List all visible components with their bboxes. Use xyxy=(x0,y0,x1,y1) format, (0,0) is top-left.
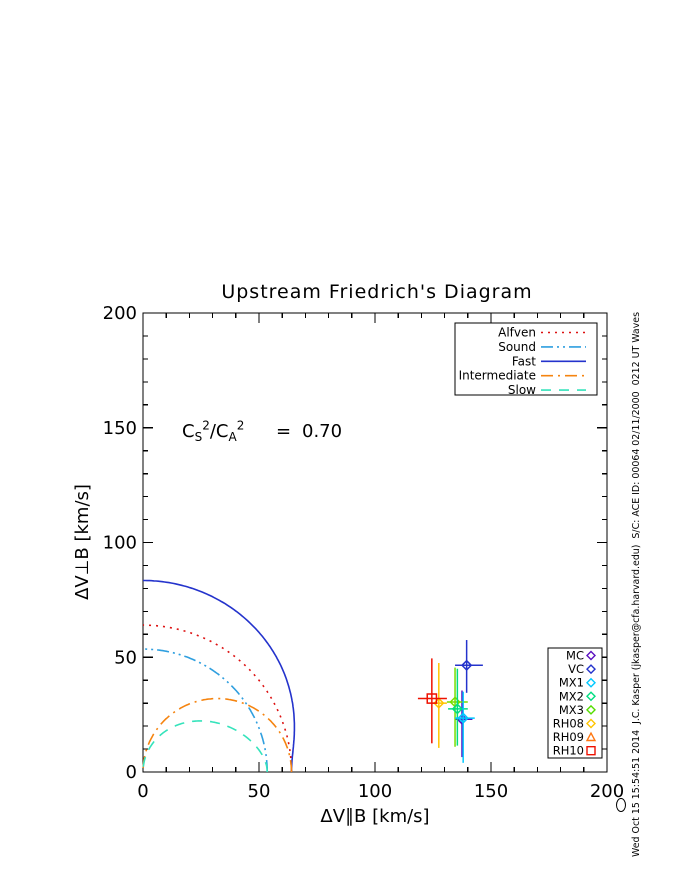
legend-mode-label: Alfven xyxy=(498,326,536,340)
legend-point-label: MX2 xyxy=(559,689,584,703)
legend-mc-symbol-icon xyxy=(586,650,596,661)
annotation-sub1: S xyxy=(195,430,203,444)
point-MX1-symbol-icon xyxy=(457,712,469,724)
x-axis-label: ΔV∥B [km/s] xyxy=(320,806,429,827)
point-RH10 xyxy=(417,658,447,744)
legend-mode-label: Slow xyxy=(508,383,536,397)
legend-mode-label: Intermediate xyxy=(459,369,536,383)
legend-vc-symbol-icon xyxy=(586,664,596,675)
x-tick-label-150: 150 xyxy=(474,781,508,802)
x-tick-label-100: 100 xyxy=(358,781,392,802)
legend-mode-row-intermediate: Intermediate xyxy=(459,369,586,383)
point-RH10-symbol-icon xyxy=(426,693,438,704)
point-MX1 xyxy=(455,691,475,763)
annotation-sup2: 2 xyxy=(237,419,245,433)
y-tick-label-150: 150 xyxy=(103,418,137,439)
point-MX2 xyxy=(448,668,468,746)
legend-mode-row-alfven: Alfven xyxy=(498,326,586,340)
y-tick-label-100: 100 xyxy=(103,533,137,554)
y-axis-label: ΔV⊥B [km/s] xyxy=(72,484,93,600)
legend-mode-row-slow: Slow xyxy=(508,383,586,397)
legend-rh09-symbol-icon xyxy=(585,731,597,742)
curve-intermediate xyxy=(142,697,293,772)
y-tick-label-200: 200 xyxy=(103,303,137,324)
legend-point-row-rh08: RH08 xyxy=(553,717,596,731)
x-tick-label-50: 50 xyxy=(248,781,271,802)
axis-tick-labels: 0 50 100 150 200 0 50 100 150 200 xyxy=(103,303,625,802)
annotation-equals: = xyxy=(276,421,291,442)
legend-mx2-symbol-icon xyxy=(586,691,596,702)
legend-rh08-symbol-icon xyxy=(586,718,596,729)
plot-title: Upstream Friedrich's Diagram xyxy=(221,281,532,303)
curve-slow xyxy=(142,720,269,772)
curve-sound xyxy=(143,648,269,772)
point-MX2-symbol-icon xyxy=(451,703,464,715)
plot-symbol-circle xyxy=(616,798,626,812)
x-tick-label-0: 0 xyxy=(137,781,148,802)
legend-modes-box xyxy=(454,322,598,396)
annotation-sup1: 2 xyxy=(202,419,210,433)
legend-mx3-symbol-icon xyxy=(586,704,596,715)
legend-mode-row-sound: Sound xyxy=(498,340,586,354)
legend-point-label: VC xyxy=(568,662,584,676)
wave-mode-curves xyxy=(142,579,296,772)
legend-point-row-vc: VC xyxy=(568,662,596,676)
legend-point-label: MX1 xyxy=(559,676,584,690)
curve-fast xyxy=(143,579,296,772)
legend-point-row-rh10: RH10 xyxy=(553,744,596,758)
annotation-value: 0.70 xyxy=(302,421,342,442)
y-tick-label-50: 50 xyxy=(114,647,137,668)
data-points xyxy=(417,640,483,763)
legend-rh10-symbol-icon xyxy=(586,746,596,756)
legend-point-row-mx1: MX1 xyxy=(559,676,596,690)
curve-alfven xyxy=(143,624,293,772)
legend-point-label: MX3 xyxy=(559,703,584,717)
legend-point-label: RH08 xyxy=(553,717,584,731)
annotation-c2: /C xyxy=(210,421,229,442)
sidebar-timestamp: Wed Oct 15 15:54:51 2014 J.C. Kasper (jk… xyxy=(631,312,642,857)
legend-mx1-symbol-icon xyxy=(586,677,596,688)
point-RH08 xyxy=(433,662,447,748)
legend-point-row-mc: MC xyxy=(566,649,596,663)
legend-point-row-mx3: MX3 xyxy=(559,703,596,717)
legend-mode-label: Sound xyxy=(498,340,536,354)
cs-ca-ratio-annotation: CS2/CA2 = 0.70 xyxy=(182,419,342,445)
annotation-c1: C xyxy=(182,421,195,442)
legend-point-row-rh09: RH09 xyxy=(553,730,597,744)
annotation-sub2: A xyxy=(228,430,237,444)
legend-mode-row-fast: Fast xyxy=(512,354,586,368)
y-tick-label-0: 0 xyxy=(126,762,137,783)
legend-point-label: RH10 xyxy=(553,744,584,758)
point-VC xyxy=(455,640,483,693)
point-VC-symbol-icon xyxy=(460,659,473,671)
legend-point-label: RH09 xyxy=(553,730,584,744)
x-tick-label-200: 200 xyxy=(590,781,624,802)
legend-point-row-mx2: MX2 xyxy=(559,689,596,703)
legend-point-label: MC xyxy=(566,649,584,663)
legend-mode-label: Fast xyxy=(512,354,536,368)
